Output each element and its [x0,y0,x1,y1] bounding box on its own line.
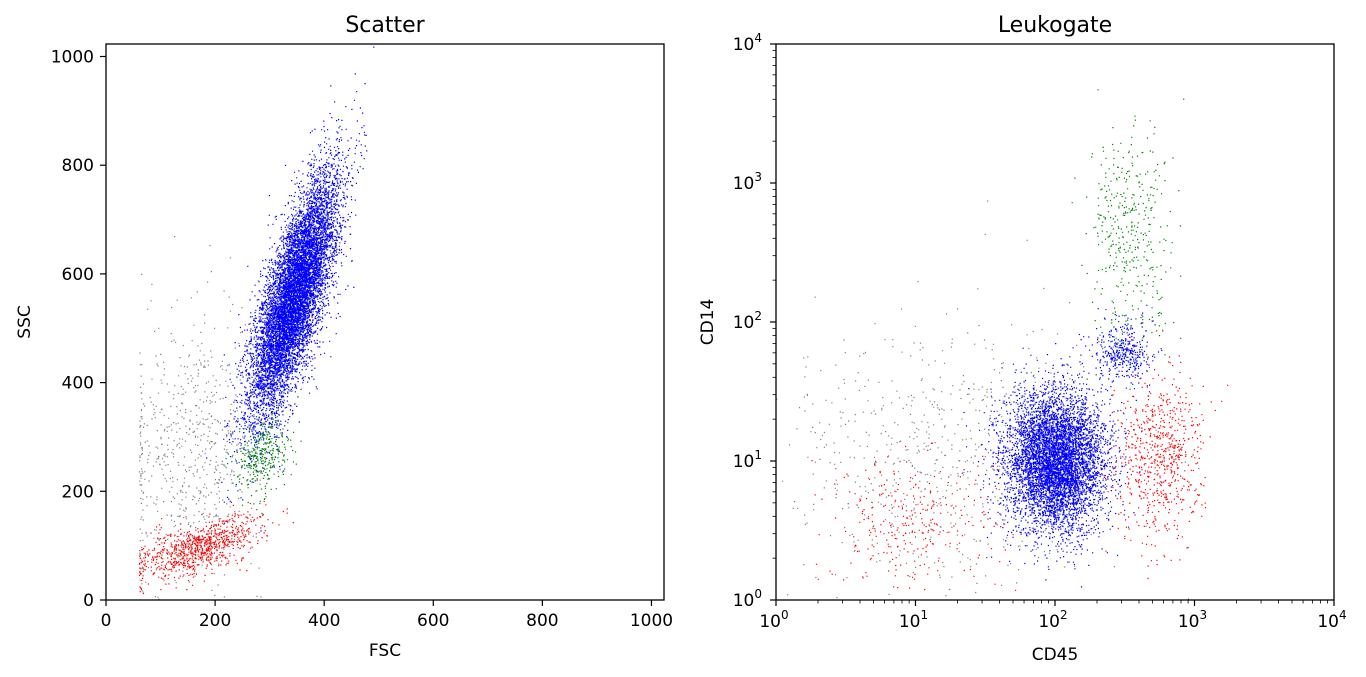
y-tick-label: 101 [733,448,762,472]
point-series [1071,89,1185,397]
scatter-y-axis-label: SSC [15,305,35,338]
y-tick-label: 200 [62,482,94,502]
scatter-plot-area [105,43,665,601]
scatter-points [138,46,375,600]
x-tick-label: 1000 [630,611,673,631]
leukogate-x-axis-label: CD45 [1032,645,1079,665]
scatter-x-axis-label: FSC [369,641,401,661]
point-series [776,200,1200,599]
point-series [138,500,294,595]
leukogate-panel: 100 101 102 103 104 100 101 102 103 104 Leukogate… [698,13,1347,665]
x-tick-label: 400 [308,611,340,631]
point-series [811,442,1017,591]
point-series [961,343,1163,588]
y-tick-label: 1000 [51,48,94,68]
leukogate-title: Leukogate [998,13,1112,38]
x-tick-label: 101 [899,608,928,632]
point-series [138,236,313,600]
point-series [1078,304,1163,401]
y-tick-label: 100 [733,587,762,611]
x-tick-label: 800 [526,611,558,631]
y-tick-label: 400 [62,374,94,394]
x-tick-label: 200 [199,611,231,631]
x-tick-label: 102 [1038,608,1067,632]
x-tick-label: 0 [101,611,112,631]
x-tick-label: 100 [759,608,788,632]
x-tick-label: 600 [417,611,449,631]
x-tick-label: 103 [1178,608,1207,632]
y-tick-label: 600 [62,265,94,285]
scatter-ticks: 0 200 400 600 800 1000 0 200 400 600 800 1000 [51,48,673,631]
point-series [218,403,302,515]
point-series [206,46,375,532]
x-tick-label: 104 [1317,608,1346,632]
leukogate-y-axis-label: CD14 [698,299,718,346]
y-tick-label: 800 [62,156,94,176]
scatter-panel: 0 200 400 600 800 1000 0 200 400 600 800 1000 Scatt… [15,13,673,661]
leukogate-points [776,89,1229,600]
leukogate-ticks: 100 101 102 103 104 100 101 102 103 104 [733,31,1347,632]
scatter-title: Scatter [345,13,425,38]
y-tick-label: 103 [733,170,762,194]
y-tick-label: 104 [733,31,762,55]
y-tick-label: 0 [83,591,94,611]
point-series [1072,330,1229,600]
y-tick-label: 102 [733,309,762,333]
